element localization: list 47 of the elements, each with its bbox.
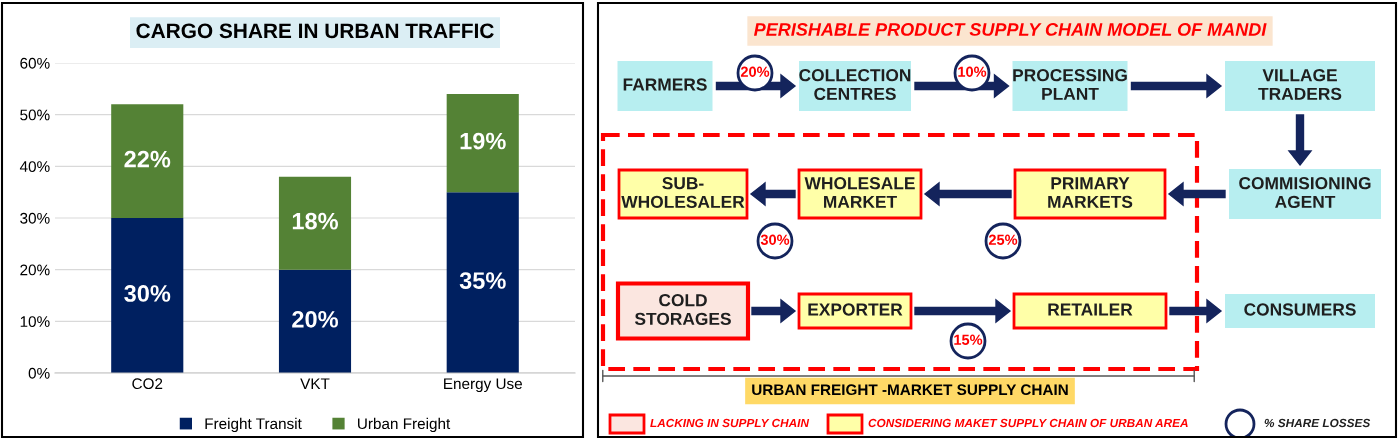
text: COLD STORAGES	[634, 294, 731, 326]
y-tick-label: 50%	[20, 109, 50, 121]
text: 10%	[958, 66, 987, 77]
x-tick-label: VKT	[300, 378, 330, 389]
text: RETAILER	[1048, 303, 1133, 316]
bar	[446, 94, 519, 193]
data-label: 20%	[292, 310, 339, 328]
x-tick-label: Energy Use	[444, 378, 522, 393]
data-label: 22%	[124, 150, 171, 168]
text: CONSUMERS	[1244, 303, 1356, 316]
text: % SHARE LOSSES	[1264, 418, 1371, 428]
text: CONSIDERING MAKET SUPPLY CHAIN OF URBAN AREA	[868, 418, 1188, 428]
bar	[111, 218, 184, 373]
y-tick-label: 0%	[28, 367, 50, 379]
text: COMMISIONING AGENT	[1239, 177, 1371, 209]
data-label: 18%	[292, 212, 339, 230]
y-tick-label: 60%	[20, 57, 50, 69]
x-tick-label: CO2	[132, 378, 163, 390]
y-tick-label: 20%	[20, 264, 50, 276]
text: VILLAGE TRADERS	[1258, 69, 1342, 101]
y-tick-label: 10%	[20, 316, 50, 328]
text: SUB- WHOLESALER	[621, 177, 745, 209]
data-label: 35%	[459, 272, 506, 289]
y-tick-label: 40%	[19, 161, 50, 173]
text: EXPORTER	[808, 303, 903, 316]
text: FARMERS	[623, 78, 707, 91]
bar	[278, 269, 352, 373]
text: URBAN FREIGHT -MARKET SUPPLY CHAIN	[752, 384, 1068, 396]
bar	[446, 192, 519, 373]
chart-title: CARGO SHARE IN URBAN TRAFFIC	[136, 23, 494, 39]
text: PRIMARY MARKETS	[1048, 177, 1133, 209]
bar	[111, 104, 184, 218]
text: WHOLESALE MARKET	[804, 177, 915, 208]
legend-label: Freight Transit	[205, 417, 302, 433]
text: 15%	[954, 334, 983, 345]
text: 30%	[760, 234, 790, 245]
text: PROCESSING PLANT	[1013, 69, 1127, 100]
y-tick-label: 30%	[20, 212, 50, 224]
text: 25%	[988, 234, 1018, 245]
text: PERISHABLE PRODUCT SUPPLY CHAIN MODEL OF MANDI	[754, 23, 1267, 36]
data-label: 19%	[460, 132, 506, 150]
text: 20%	[740, 66, 770, 77]
legend-label: Urban Freight	[358, 417, 451, 433]
bar	[278, 176, 352, 270]
text: LACKING IN SUPPLY CHAIN	[650, 418, 810, 428]
data-label: 30%	[124, 285, 171, 302]
text: COLLECTION CENTRES	[799, 69, 911, 101]
